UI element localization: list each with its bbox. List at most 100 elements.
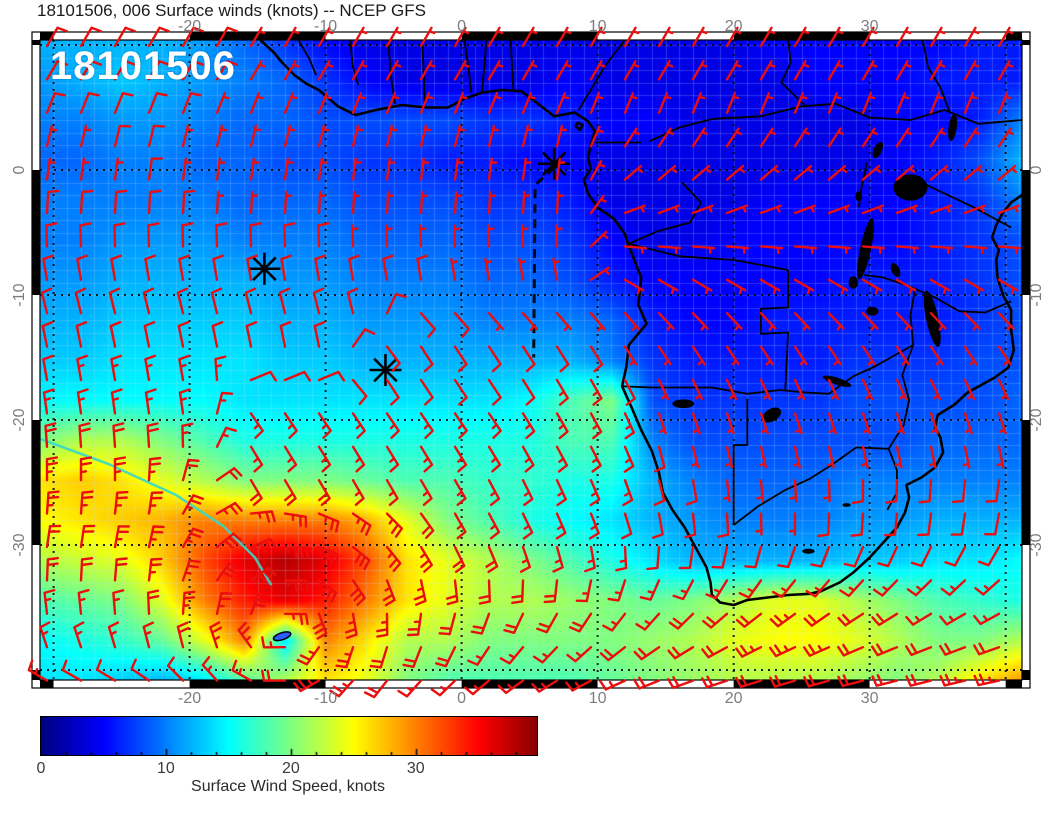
wind-barb [827, 204, 850, 215]
wind-barb [249, 567, 277, 584]
wind-barb [95, 659, 117, 682]
wind-barb [419, 512, 435, 539]
country-border [856, 446, 898, 511]
wind-barb [725, 92, 740, 114]
wind-barb [215, 60, 239, 81]
wind-barb [657, 26, 674, 48]
wind-barb [827, 26, 844, 48]
wind-barb [385, 545, 402, 573]
wind-barb [997, 245, 1022, 254]
wind-barb [419, 312, 436, 338]
wind-barb [385, 190, 395, 215]
wind-barb [810, 545, 831, 568]
wind-barb [42, 354, 54, 382]
wind-barb [895, 278, 917, 295]
wind-barb [744, 545, 763, 569]
wind-barb [503, 612, 525, 634]
wind-barb [293, 679, 321, 693]
wind-barb [871, 674, 899, 687]
wind-barb [623, 204, 646, 215]
wind-barb [895, 26, 912, 48]
frame-band [1022, 40, 1030, 45]
wind-barb [142, 287, 155, 315]
wind-barb [895, 412, 905, 435]
wind-barb [44, 422, 57, 448]
wind-barb [144, 354, 156, 382]
wind-barb [725, 164, 745, 181]
wind-barb [552, 257, 560, 281]
wind-barb [521, 479, 534, 507]
wind-barb [639, 579, 661, 601]
wind-barb [928, 445, 937, 469]
wind-barb [147, 456, 162, 482]
wind-barb [249, 26, 266, 48]
wind-barb [450, 257, 458, 281]
wind-barb [521, 378, 536, 406]
wind-barb [351, 512, 372, 536]
wind-barb [929, 26, 946, 48]
bottom-axis-tick-label: 10 [588, 690, 607, 707]
wind-barb [861, 245, 886, 254]
wind-barb [283, 579, 309, 592]
wind-barb [110, 388, 123, 415]
wind-barb [555, 190, 565, 215]
wind-barb [963, 127, 981, 148]
wind-barb [905, 674, 933, 687]
wind-barb [985, 479, 1001, 503]
wind-barb [113, 490, 129, 515]
wind-barb [973, 673, 1001, 687]
wind-barb [759, 127, 777, 148]
wind-barb [657, 164, 677, 181]
wind-barb [589, 479, 601, 507]
frame-band [1022, 670, 1030, 680]
wind-barb [871, 612, 899, 627]
wind-barb [622, 479, 634, 507]
wind-barb [759, 204, 782, 215]
wind-barb [351, 60, 368, 81]
wind-barb [283, 222, 296, 248]
wind-barb [335, 646, 355, 669]
wind-barb [419, 445, 434, 473]
wind-barb [278, 287, 291, 315]
top-axis-tick-label: 30 [860, 18, 879, 35]
wind-barb [283, 124, 296, 148]
wind-barb [589, 378, 603, 406]
wind-barb [521, 92, 536, 114]
wind-barb [283, 60, 300, 81]
wind-barb [385, 124, 398, 148]
wind-barb [803, 644, 831, 657]
wind-barb [555, 26, 572, 48]
wind-barb [929, 412, 939, 435]
wind-barb [313, 321, 326, 348]
wind-barb [176, 287, 189, 315]
wind-barb [249, 537, 277, 553]
wind-barb [623, 445, 635, 473]
wind-barb [805, 579, 831, 598]
wind-barb [419, 26, 436, 48]
wind-barb [113, 92, 134, 114]
frame-band [1022, 545, 1030, 670]
wind-barb [793, 312, 811, 331]
wind-barb [27, 659, 49, 682]
wind-barb [623, 92, 638, 114]
wind-barb [963, 60, 980, 81]
wind-barb [249, 592, 270, 615]
wind-barb [997, 60, 1014, 81]
colorbar-tick-label: 30 [406, 760, 425, 777]
wind-barb [827, 60, 844, 81]
wind-barb [215, 426, 237, 448]
wind-barb [973, 612, 1001, 626]
wind-barb [725, 312, 743, 331]
wind-barb [963, 245, 988, 254]
lake [855, 191, 863, 202]
wind-barb [861, 345, 876, 366]
wind-barb [181, 189, 196, 215]
station-star-marker [252, 256, 277, 281]
wind-barb [130, 658, 151, 682]
wind-barb [725, 245, 750, 254]
wind-barb [397, 679, 423, 698]
wind-barb [178, 254, 190, 281]
wind-barb [249, 445, 264, 473]
lake [872, 141, 884, 159]
wind-barb [147, 557, 163, 582]
